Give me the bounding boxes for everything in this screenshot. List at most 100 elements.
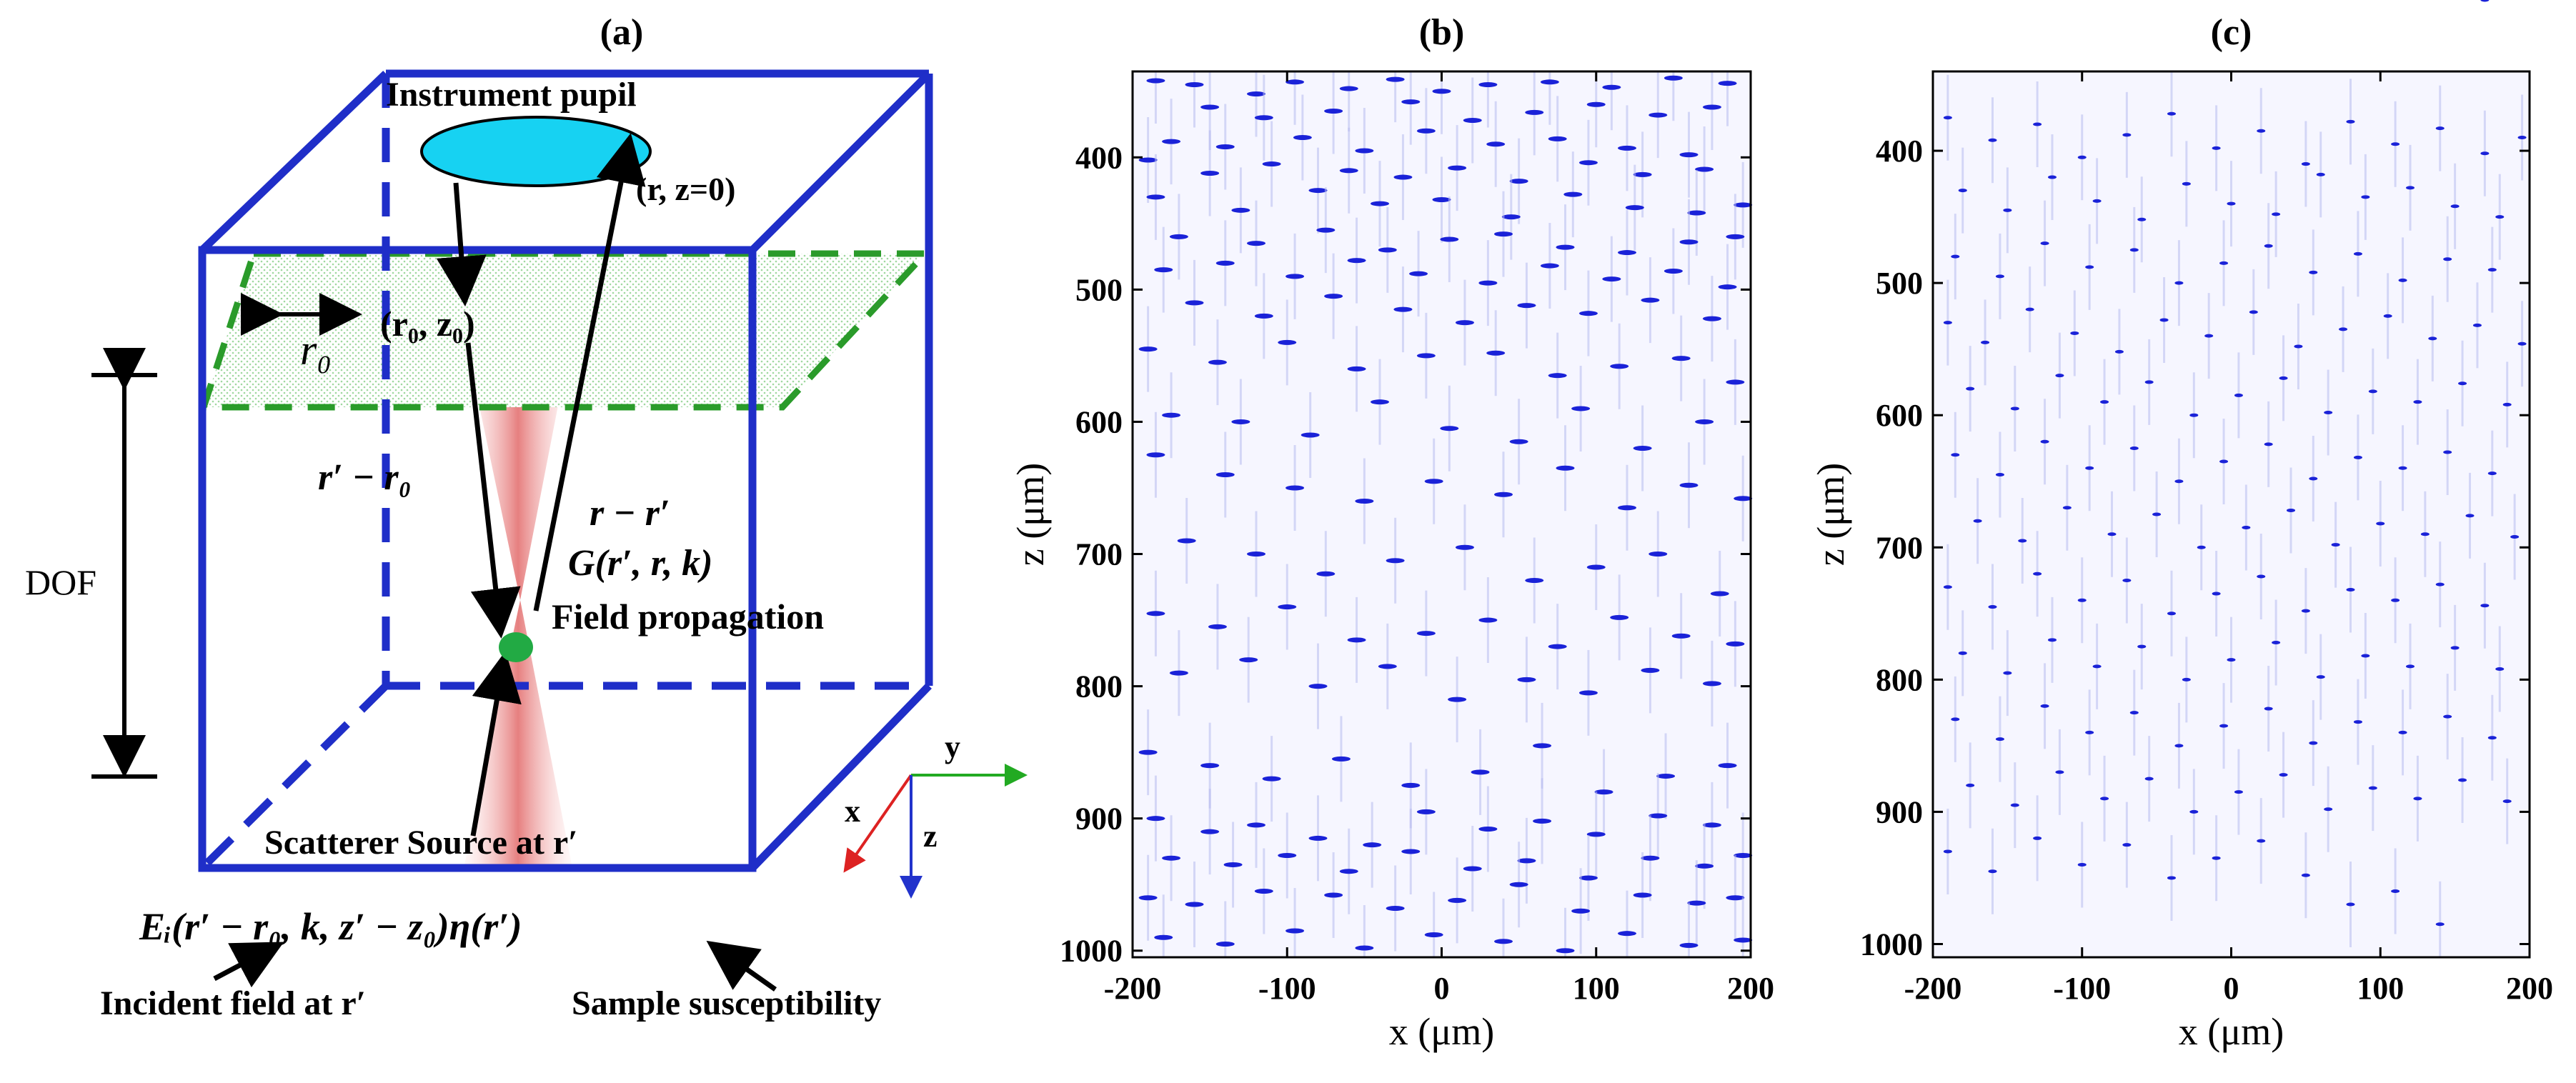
data-point <box>2257 839 2266 843</box>
data-point <box>1138 157 1158 163</box>
data-point <box>1664 268 1683 274</box>
data-point <box>1981 340 1990 344</box>
data-point <box>2182 181 2191 186</box>
data-point <box>2324 410 2333 414</box>
data-point <box>2257 129 2266 133</box>
incident-pointer-arrow <box>213 942 284 988</box>
data-point <box>1386 558 1405 564</box>
data-point <box>1702 681 1721 687</box>
data-point <box>1540 79 1559 85</box>
data-point <box>1586 832 1606 837</box>
data-point <box>1571 908 1591 914</box>
data-point <box>1494 491 1513 497</box>
data-point <box>1509 882 1528 887</box>
data-point <box>2114 349 2124 354</box>
data-point <box>1316 227 1336 233</box>
data-point <box>1556 948 1575 954</box>
data-point <box>1254 888 1273 894</box>
pupil-coordinate: (r, z=0) <box>636 171 735 207</box>
data-point <box>1278 339 1297 345</box>
data-point <box>2398 730 2407 734</box>
dof-marker <box>91 348 157 779</box>
data-point <box>2517 341 2527 346</box>
data-point <box>2495 215 2505 219</box>
data-point <box>2033 836 2042 840</box>
data-point <box>1324 892 1343 898</box>
data-point <box>1386 906 1405 912</box>
data-point <box>2040 241 2049 246</box>
y-tick-label: 700 <box>1876 530 1923 565</box>
data-point <box>1355 945 1374 951</box>
data-point <box>2368 786 2377 790</box>
data-point <box>1951 453 1960 457</box>
y-tick-label: 800 <box>1876 662 1923 697</box>
data-point <box>1347 637 1366 643</box>
data-point <box>1943 849 1952 854</box>
data-point <box>1308 835 1328 841</box>
panel-c-chart: -200 -100 0 100 200 400 500 600 700 800 900 1000 x (… <box>1809 0 2553 1053</box>
data-point <box>1169 234 1188 239</box>
data-point <box>1347 258 1366 264</box>
x-tick-label: 100 <box>2357 971 2404 1006</box>
data-point <box>1185 82 1204 88</box>
data-point <box>1200 829 1220 834</box>
data-point <box>1995 472 2004 476</box>
data-point <box>2227 201 2236 206</box>
data-point <box>1378 664 1397 669</box>
data-point <box>1988 869 1997 874</box>
data-point <box>1463 866 1482 872</box>
data-point <box>1486 141 1506 147</box>
data-point <box>2472 323 2482 327</box>
data-point <box>2003 208 2012 212</box>
data-point <box>2435 582 2445 587</box>
data-point <box>1586 564 1606 570</box>
data-point <box>1247 91 1265 96</box>
data-point <box>1656 773 1676 779</box>
data-point <box>1455 544 1474 550</box>
y-tick-label: 700 <box>1075 537 1123 572</box>
data-point <box>1208 624 1227 629</box>
data-point <box>1424 479 1443 484</box>
data-point <box>1494 939 1513 944</box>
data-point <box>1416 353 1436 359</box>
data-point <box>1440 426 1459 431</box>
data-point <box>2264 244 2273 248</box>
data-point <box>1594 789 1613 795</box>
data-point <box>1671 633 1691 639</box>
data-point <box>1533 818 1552 824</box>
data-point <box>2398 278 2407 282</box>
data-point <box>2204 334 2214 338</box>
data-point <box>2465 514 2475 518</box>
data-point <box>2122 843 2132 847</box>
data-point <box>2122 133 2132 137</box>
plane-to-scatterer-arrow <box>465 342 521 639</box>
data-point <box>2391 142 2400 146</box>
y-tick-label: 500 <box>1876 266 1923 301</box>
data-point <box>1154 934 1173 940</box>
data-point <box>1162 855 1181 861</box>
data-point <box>1146 194 1165 200</box>
data-point <box>2227 658 2236 662</box>
data-point <box>2018 539 2027 543</box>
panel-label: (b) <box>1419 12 1465 53</box>
data-point <box>1378 247 1397 253</box>
data-point <box>1308 684 1328 689</box>
data-point <box>1278 604 1297 610</box>
data-point <box>2152 512 2162 516</box>
data-point <box>1578 160 1598 166</box>
data-point <box>1355 498 1374 504</box>
x-tick-label: 0 <box>1434 971 1450 1006</box>
data-point <box>1478 617 1498 623</box>
scatterer-source-label: Scatterer Source at r′ <box>264 824 578 862</box>
y-tick-label: 500 <box>1075 272 1123 307</box>
data-point <box>1478 82 1498 88</box>
data-point <box>1726 895 1745 901</box>
susceptibility-pointer-arrow <box>706 940 777 992</box>
data-point <box>2077 862 2087 867</box>
data-point <box>1324 294 1343 299</box>
data-point <box>1625 205 1644 211</box>
data-point <box>2189 809 2199 814</box>
data-point <box>2361 654 2370 658</box>
x-axis-label: x (μm) <box>2179 1010 2284 1053</box>
